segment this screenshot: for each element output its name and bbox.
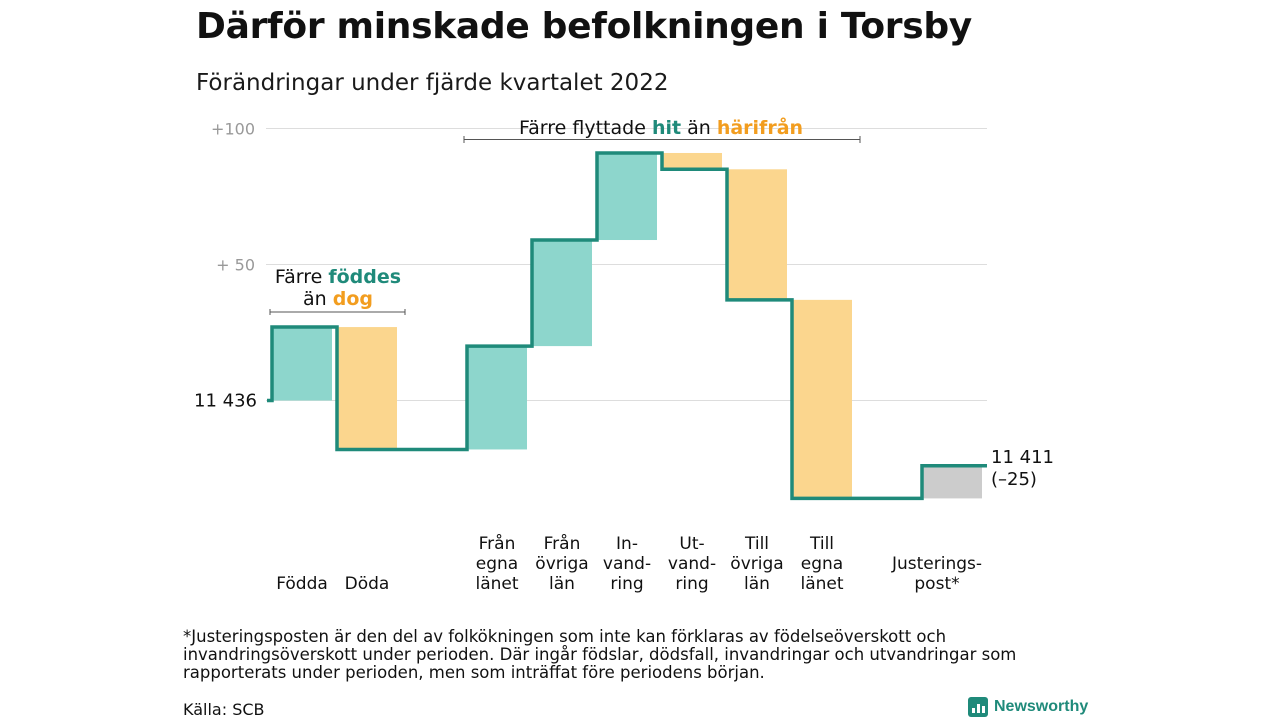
bar-3: [467, 346, 527, 450]
category-label-1: Döda: [345, 574, 390, 594]
newsworthy-logo-icon: [968, 697, 988, 717]
end-change-label: (–25): [991, 469, 1037, 490]
category-label-10: Justerings-post*: [891, 554, 982, 594]
footnote: *Justeringsposten är den del av folkökni…: [183, 627, 1017, 682]
category-label-6: Ut-vand-ring: [668, 534, 716, 594]
end-value-label: 11 411: [991, 447, 1054, 468]
brand-logo[interactable]: Newsworthy: [968, 697, 1088, 717]
y-tick-label-1: + 50: [216, 256, 255, 275]
bar-8: [792, 299, 852, 499]
bar-1: [337, 327, 397, 450]
brand-name: Newsworthy: [994, 698, 1089, 715]
category-label-3: Från egna länet: [475, 533, 518, 594]
annotation-bracket-births: [269, 309, 406, 315]
bar-6: [662, 152, 722, 170]
category-label-8: Till egna länet: [800, 534, 843, 594]
category-label-5: In-vand-ring: [603, 534, 651, 594]
waterfall-line: [267, 151, 987, 501]
page-title: Därför minskade befolkningen i Torsby: [196, 6, 972, 47]
category-label-0: Födda: [276, 574, 328, 594]
y-tick-label-0: +100: [211, 120, 255, 139]
source-credit: Källa: SCB: [183, 700, 265, 719]
start-value-label: 11 436: [194, 391, 257, 412]
category-label-7: Till övriga län: [730, 534, 783, 594]
bar-0: [272, 327, 332, 401]
bar-10: [922, 465, 982, 499]
bar-5: [597, 152, 657, 241]
page-subtitle: Förändringar under fjärde kvartalet 2022: [196, 70, 669, 96]
bar-7: [727, 169, 787, 300]
annotation-births-line1: Färre föddes: [275, 266, 401, 288]
annotation-migration: Färre flyttade hit än härifrån: [519, 115, 803, 139]
annotation-bracket-migration: [463, 136, 861, 143]
annotation-births-line2: än dog: [303, 288, 373, 310]
bar-4: [532, 240, 592, 347]
category-label-4: Från övriga län: [535, 533, 588, 594]
